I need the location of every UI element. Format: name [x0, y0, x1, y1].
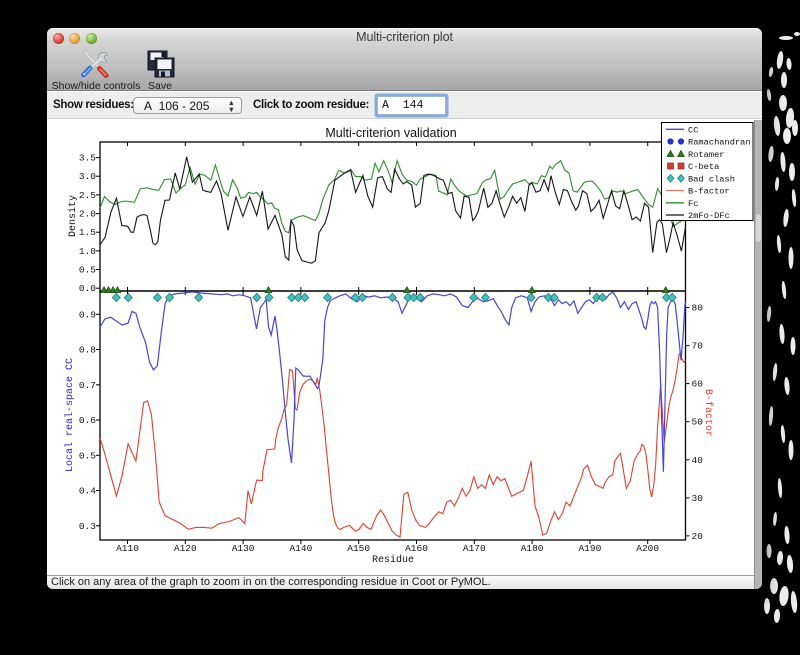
svg-text:2.5: 2.5: [79, 190, 96, 201]
svg-text:A200: A200: [636, 543, 659, 554]
svg-text:1.5: 1.5: [79, 227, 96, 238]
svg-text:0.5: 0.5: [79, 450, 96, 461]
svg-text:0.5: 0.5: [79, 265, 96, 276]
svg-text:Multi-criterion validation: Multi-criterion validation: [325, 126, 456, 140]
svg-text:0.7: 0.7: [79, 380, 96, 391]
svg-text:3.0: 3.0: [79, 171, 96, 182]
svg-text:20: 20: [692, 531, 704, 542]
svg-text:70: 70: [692, 341, 704, 352]
svg-text:A170: A170: [463, 543, 486, 554]
svg-text:2.0: 2.0: [79, 209, 96, 220]
svg-text:40: 40: [692, 455, 704, 466]
svg-text:CC: CC: [688, 126, 698, 136]
svg-text:30: 30: [692, 493, 704, 504]
svg-text:50: 50: [692, 417, 704, 428]
svg-text:0.8: 0.8: [79, 345, 96, 356]
svg-text:A180: A180: [521, 543, 544, 554]
svg-text:2mFo-DFc: 2mFo-DFc: [688, 211, 730, 221]
svg-text:A130: A130: [232, 543, 255, 554]
svg-text:60: 60: [692, 379, 704, 390]
svg-text:C-beta: C-beta: [688, 162, 719, 172]
svg-text:Rotamer: Rotamer: [688, 150, 725, 160]
svg-text:0.4: 0.4: [79, 486, 96, 497]
svg-text:A150: A150: [347, 543, 370, 554]
svg-text:Fc: Fc: [688, 199, 698, 209]
svg-text:80: 80: [692, 303, 704, 314]
svg-text:A190: A190: [578, 543, 601, 554]
svg-text:0.3: 0.3: [79, 521, 96, 532]
svg-text:0.6: 0.6: [79, 415, 96, 426]
svg-text:Residue: Residue: [372, 554, 414, 566]
svg-text:A120: A120: [174, 543, 197, 554]
svg-text:B-factor: B-factor: [688, 187, 730, 197]
svg-text:Bad clash: Bad clash: [688, 175, 735, 185]
svg-text:A140: A140: [289, 543, 312, 554]
svg-text:0.0: 0.0: [79, 283, 96, 294]
svg-text:0.9: 0.9: [79, 309, 96, 320]
svg-text:Ramachandran: Ramachandran: [688, 138, 751, 148]
svg-text:Density: Density: [67, 195, 79, 237]
svg-text:B-factor: B-factor: [702, 389, 714, 437]
svg-text:A110: A110: [116, 543, 139, 554]
svg-text:3.5: 3.5: [79, 153, 96, 164]
svg-text:1.0: 1.0: [79, 246, 96, 257]
svg-text:Local real-space CC: Local real-space CC: [64, 358, 76, 472]
svg-text:A160: A160: [405, 543, 428, 554]
